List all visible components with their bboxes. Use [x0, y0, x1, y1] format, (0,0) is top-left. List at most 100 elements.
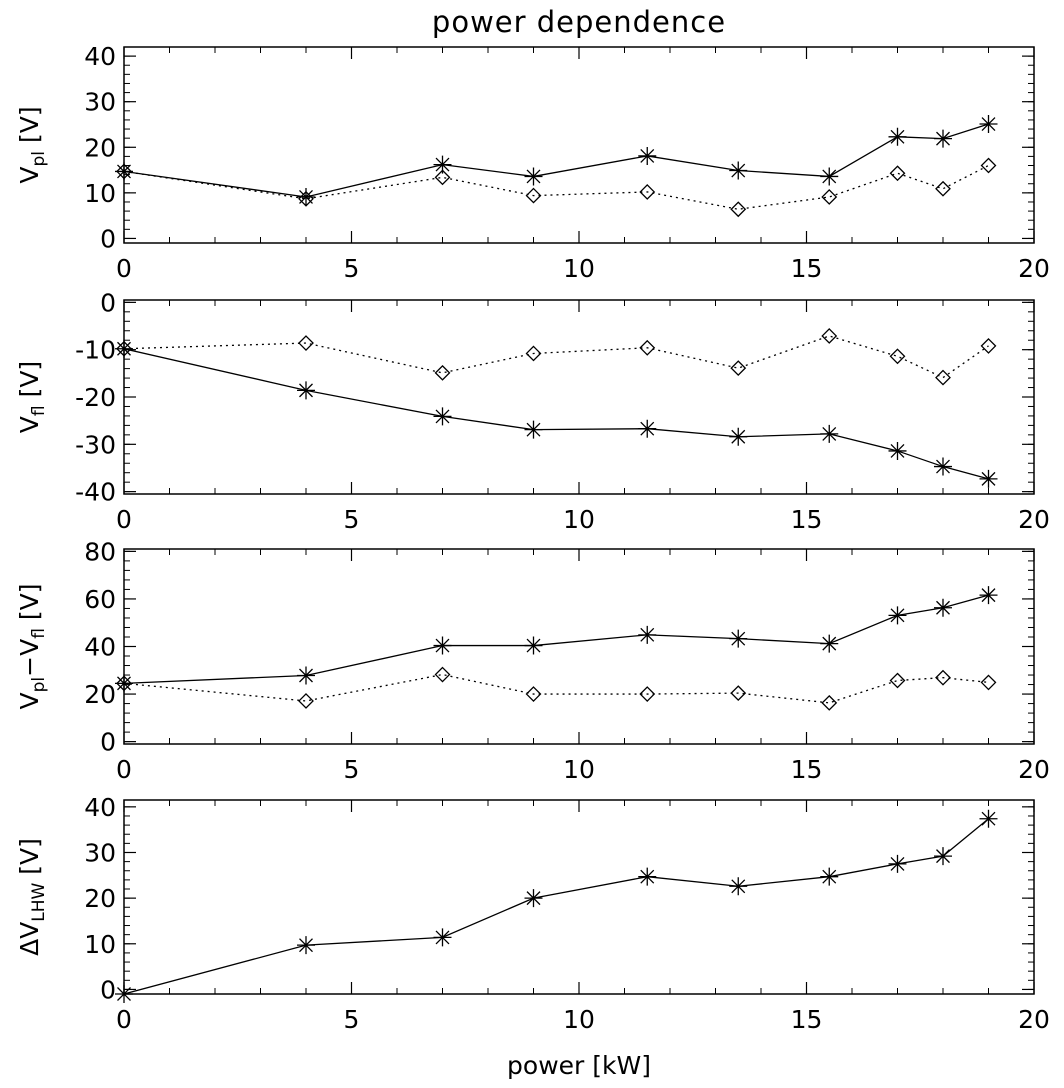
data-point	[934, 847, 952, 866]
y-axis-label-part: −V	[15, 639, 44, 677]
y-tick-label: 10	[84, 179, 116, 208]
x-tick-label: 0	[116, 755, 132, 784]
data-point	[820, 867, 839, 886]
y-axis-label-part: [V]	[15, 838, 44, 883]
x-tick-label: 0	[116, 254, 132, 283]
data-point	[434, 169, 451, 186]
x-tick-label: 15	[791, 505, 823, 534]
y-tick-label: -30	[75, 430, 116, 459]
x-tick-label: 0	[116, 1005, 132, 1034]
x-tick-label: 15	[791, 1005, 823, 1034]
y-axis-label-part: [V]	[15, 106, 44, 151]
y-tick-label: -20	[75, 383, 116, 412]
data-point	[115, 985, 133, 1003]
y-axis-label-part: pl	[29, 677, 49, 693]
data-point	[934, 598, 952, 617]
data-point	[730, 201, 747, 218]
series-line	[123, 594, 989, 685]
data-point	[979, 469, 998, 488]
y-tick-label: 40	[84, 633, 116, 662]
y-tick-label: 20	[84, 133, 116, 162]
y-axis-label-part: [V]	[15, 361, 44, 406]
data-point	[730, 360, 747, 377]
y-axis-label-part: V	[15, 416, 44, 433]
data-point	[820, 167, 839, 186]
data-point	[116, 163, 132, 180]
y-tick-label: 40	[84, 793, 116, 822]
data-point	[888, 854, 907, 873]
data-point	[524, 889, 543, 908]
series-line	[123, 335, 989, 379]
data-point	[729, 161, 748, 180]
y-tick-label: 0	[100, 288, 116, 317]
data-point	[979, 586, 998, 605]
y-axis-label-part: fl	[29, 628, 49, 639]
data-point	[297, 936, 315, 955]
data-point	[979, 809, 998, 828]
data-point	[525, 345, 542, 362]
y-axis-label-part: pl	[29, 151, 49, 167]
x-tick-label: 10	[563, 755, 595, 784]
data-point	[638, 625, 657, 644]
data-point	[935, 669, 951, 686]
y-tick-label: 30	[84, 838, 116, 867]
x-axis-label: power [kW]	[507, 1051, 651, 1080]
data-point	[298, 335, 314, 351]
series-line	[123, 164, 989, 210]
data-point	[821, 189, 838, 205]
data-point	[888, 127, 907, 146]
data-point	[297, 381, 315, 400]
y-tick-label: -40	[75, 478, 116, 507]
data-point	[524, 636, 543, 655]
data-point	[980, 157, 997, 174]
y-tick-label: 20	[84, 680, 116, 709]
data-point	[729, 629, 748, 648]
data-point	[935, 180, 951, 197]
data-point	[433, 928, 452, 947]
data-point	[639, 686, 656, 702]
y-axis-label-part: [V]	[15, 584, 44, 629]
x-tick-label: 5	[344, 755, 360, 784]
data-point	[980, 337, 997, 354]
y-tick-label: 60	[84, 585, 116, 614]
y-tick-label: 10	[84, 930, 116, 959]
data-point	[979, 115, 998, 134]
x-tick-label: 15	[791, 254, 823, 283]
data-point	[888, 441, 907, 460]
data-point	[889, 165, 906, 182]
data-point	[638, 419, 657, 438]
y-axis-label-part: LHW	[29, 882, 49, 921]
chart-title: power dependence	[432, 5, 726, 39]
series-line	[123, 123, 989, 198]
y-axis-label-part: fl	[29, 405, 49, 416]
y-axis-label: Vpl [V]	[15, 106, 49, 183]
data-point	[115, 162, 133, 181]
data-point	[433, 636, 452, 655]
y-tick-label: 80	[84, 537, 116, 566]
data-point	[434, 364, 451, 381]
data-point	[115, 339, 133, 358]
y-tick-label: 0	[100, 728, 116, 757]
data-point	[298, 190, 314, 207]
data-point	[116, 340, 132, 357]
data-point	[525, 686, 542, 702]
x-tick-label: 5	[344, 1005, 360, 1034]
y-tick-label: -10	[75, 336, 116, 365]
data-point	[889, 672, 906, 689]
data-point	[821, 328, 838, 344]
data-point	[298, 693, 314, 709]
y-axis-label: Vfl [V]	[15, 361, 49, 433]
y-tick-label: 40	[84, 42, 116, 71]
data-point	[433, 407, 452, 426]
plot-frame	[123, 548, 1035, 745]
data-point	[729, 877, 748, 896]
y-axis-label-part: ΔV	[15, 922, 44, 956]
data-point	[524, 167, 543, 186]
y-axis-label: ΔVLHW [V]	[15, 838, 49, 956]
data-point	[433, 155, 452, 174]
x-tick-label: 15	[791, 755, 823, 784]
data-point	[639, 339, 656, 356]
data-point	[820, 634, 839, 653]
y-tick-label: 30	[84, 88, 116, 117]
